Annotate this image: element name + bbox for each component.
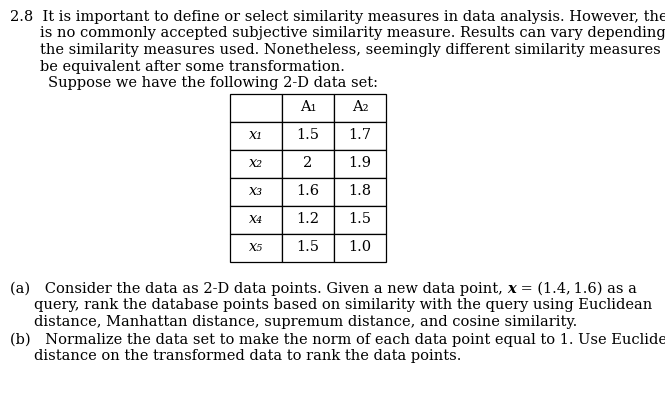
Text: be equivalent after some transformation.: be equivalent after some transformation. [40, 60, 345, 73]
Bar [334, 234, 386, 262]
Text: x₄: x₄ [249, 212, 263, 226]
Bar [230, 122, 282, 150]
Bar [282, 122, 334, 150]
Text: distance, Manhattan distance, supremum distance, and cosine similarity.: distance, Manhattan distance, supremum d… [34, 315, 577, 329]
Text: 2.8  It is important to define or select similarity measures in data analysis. H: 2.8 It is important to define or select … [10, 10, 665, 24]
Text: A₂: A₂ [352, 100, 368, 114]
Text: is no commonly accepted subjective similarity measure. Results can vary dependin: is no commonly accepted subjective simil… [40, 27, 665, 40]
Text: 1.8: 1.8 [348, 184, 372, 198]
Text: (b) Normalize the data set to make the norm of each data point equal to 1. Use E: (b) Normalize the data set to make the n… [10, 332, 665, 347]
Bar [334, 206, 386, 234]
Text: x₁: x₁ [249, 128, 263, 142]
Bar [334, 122, 386, 150]
Text: x₅: x₅ [249, 240, 263, 254]
Bar [334, 94, 386, 122]
Text: = (1.4, 1.6) as a: = (1.4, 1.6) as a [516, 282, 637, 296]
Bar [334, 150, 386, 178]
Text: 1.9: 1.9 [348, 156, 372, 170]
Text: Suppose we have the following 2-D data set:: Suppose we have the following 2-D data s… [48, 76, 378, 90]
Bar [282, 150, 334, 178]
Bar [282, 94, 334, 122]
Text: 1.2: 1.2 [297, 212, 319, 226]
Bar [282, 178, 334, 206]
Bar [230, 178, 282, 206]
Text: 1.6: 1.6 [297, 184, 320, 198]
Text: x₃: x₃ [249, 184, 263, 198]
Text: x₂: x₂ [249, 156, 263, 170]
Text: 1.7: 1.7 [348, 128, 372, 142]
Text: distance on the transformed data to rank the data points.: distance on the transformed data to rank… [34, 349, 462, 363]
Text: 1.5: 1.5 [297, 240, 319, 254]
Bar [282, 206, 334, 234]
Text: the similarity measures used. Nonetheless, seemingly different similarity measur: the similarity measures used. Nonetheles… [40, 43, 665, 57]
Bar [230, 150, 282, 178]
Text: 1.5: 1.5 [348, 212, 372, 226]
Text: A₁: A₁ [300, 100, 317, 114]
Bar [230, 206, 282, 234]
Text: 1.0: 1.0 [348, 240, 372, 254]
Text: 1.5: 1.5 [297, 128, 319, 142]
Text: 2: 2 [303, 156, 313, 170]
Bar [282, 234, 334, 262]
Text: x: x [507, 282, 516, 296]
Bar [230, 234, 282, 262]
Text: query, rank the database points based on similarity with the query using Euclide: query, rank the database points based on… [34, 299, 652, 312]
Bar [230, 94, 282, 122]
Text: (a) Consider the data as 2-D data points. Given a new data point,: (a) Consider the data as 2-D data points… [10, 282, 507, 296]
Bar [334, 178, 386, 206]
